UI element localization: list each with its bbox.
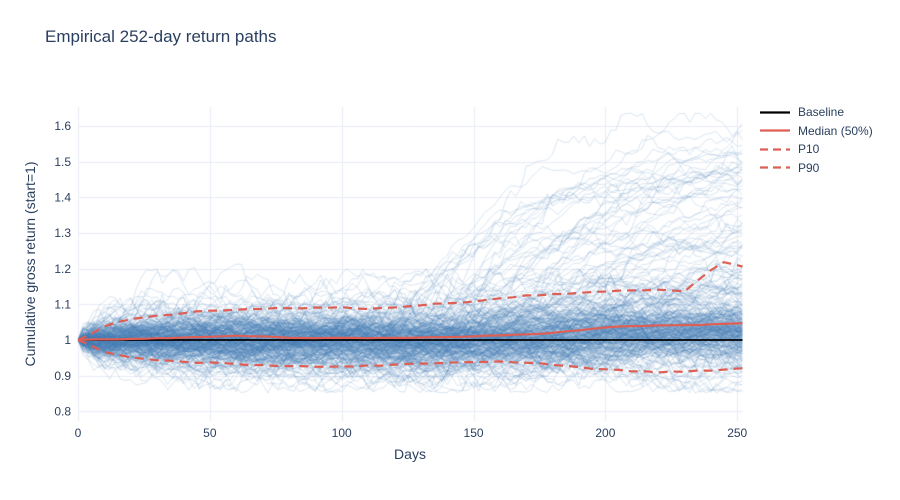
x-tick-label: 100	[332, 426, 352, 440]
y-tick-label: 0.9	[54, 369, 71, 383]
x-tick-label: 0	[75, 426, 82, 440]
legend-item-median[interactable]: Median (50%)	[760, 124, 873, 138]
legend-item-baseline[interactable]: Baseline	[760, 105, 873, 119]
x-tick-label: 50	[203, 426, 217, 440]
p90-line	[77, 261, 743, 341]
x-axis-title: Days	[394, 446, 426, 462]
y-tick-label: 1.1	[54, 298, 71, 312]
y-tick-label: 1.6	[54, 119, 71, 133]
y-axis-title: Cumulative gross return (start=1)	[22, 161, 38, 367]
y-tick-label: 0.8	[54, 405, 71, 419]
chart-title: Empirical 252-day return paths	[45, 27, 277, 46]
y-tick-label: 1.5	[54, 155, 71, 169]
p10-dashed-line-icon	[760, 147, 790, 151]
legend-item-p90[interactable]: P90	[760, 161, 873, 175]
legend-item-p10[interactable]: P10	[760, 142, 873, 156]
median-line-icon	[760, 129, 790, 132]
x-tick-label: 150	[464, 426, 484, 440]
baseline-line-icon	[760, 110, 790, 114]
median-line	[77, 322, 743, 342]
x-tick-label: 250	[727, 426, 747, 440]
legend-label: Baseline	[798, 105, 845, 119]
y-tick-label: 1.2	[54, 262, 71, 276]
x-tick-label: 200	[595, 426, 615, 440]
y-tick-label: 1.4	[54, 190, 71, 204]
legend-label: P10	[798, 142, 820, 156]
y-tick-label: 1.3	[54, 226, 71, 240]
p90-dashed-line-icon	[760, 166, 790, 169]
legend: Baseline Median (50%) P10 P90	[760, 105, 873, 175]
legend-label: P90	[798, 160, 820, 175]
p10-line	[77, 338, 743, 374]
y-tick-label: 1	[64, 333, 71, 347]
legend-label: Median (50%)	[798, 123, 873, 138]
